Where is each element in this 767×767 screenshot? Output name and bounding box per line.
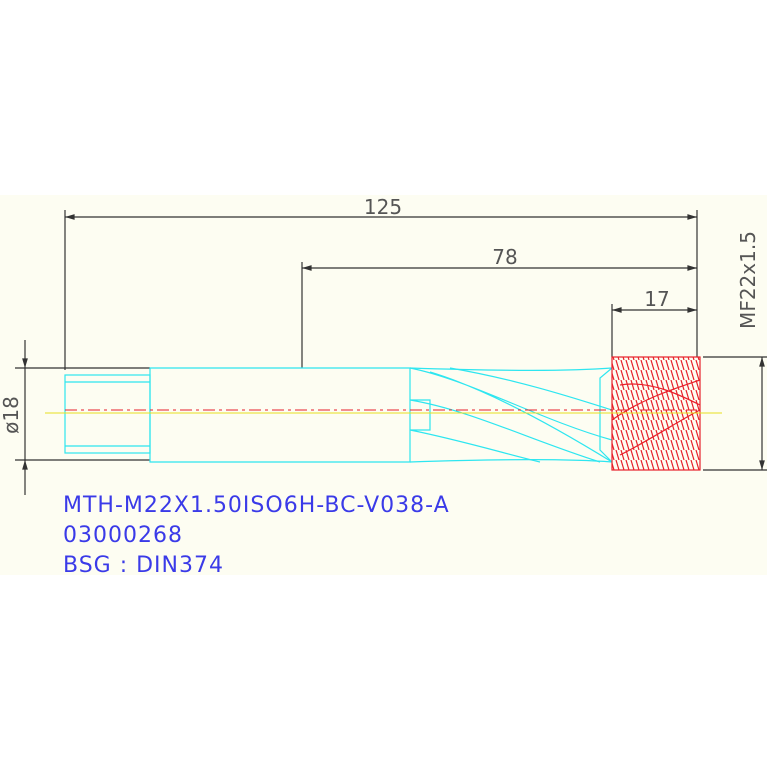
note: 03000268 <box>63 523 183 548</box>
note: BSG : DIN374 <box>63 553 224 578</box>
tool <box>45 356 722 471</box>
dimension-lines <box>15 210 767 495</box>
dimension-label: 125 <box>364 195 402 219</box>
dimension-label: MF22x1.5 <box>736 231 760 329</box>
dimension-label: 78 <box>492 245 517 269</box>
note: MTH-M22X1.50ISO6H-BC-V038-A <box>63 493 450 518</box>
dimension-label: ø18 <box>0 396 23 434</box>
dimension-label: 17 <box>644 287 669 311</box>
